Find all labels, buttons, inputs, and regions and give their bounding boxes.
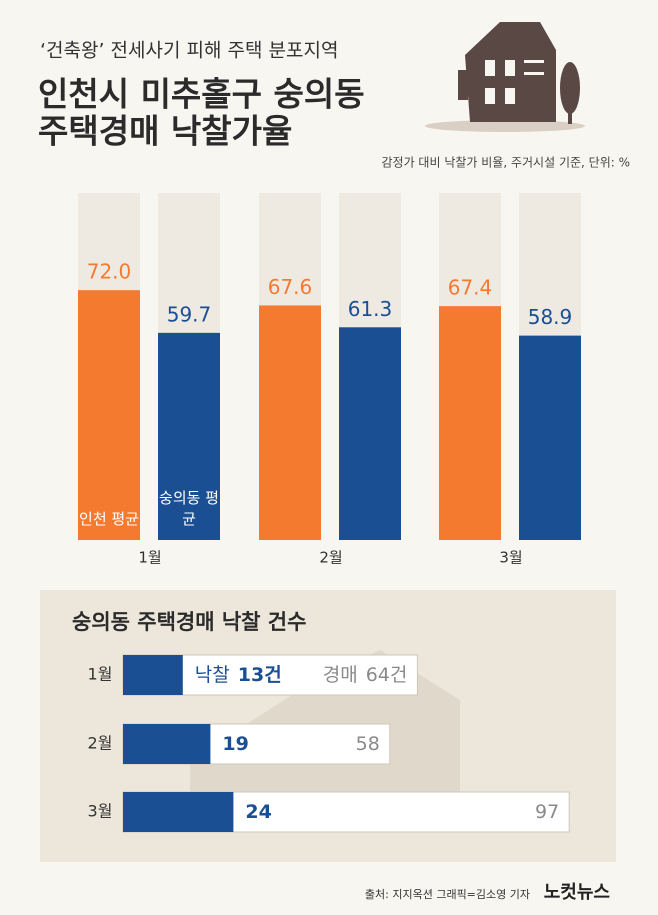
value-text: 58 bbox=[356, 733, 380, 755]
value-text: 97 bbox=[535, 801, 559, 823]
title-line: 인천시 미추홀구 숭의동 bbox=[38, 75, 365, 114]
y-tick-label: 3월 bbox=[88, 802, 113, 821]
bar bbox=[259, 305, 321, 540]
legend-text: 인천 평균 bbox=[79, 510, 139, 528]
legend-text: 숭의동 평균 bbox=[159, 489, 219, 528]
bar bbox=[78, 290, 140, 540]
bar bbox=[123, 655, 183, 695]
y-tick-label: 2월 bbox=[88, 734, 113, 753]
value-label: 24 bbox=[245, 801, 271, 823]
value-text: 13건 bbox=[238, 664, 282, 686]
chart-title: 숭의동 주택경매 낙찰 건수 bbox=[72, 610, 306, 634]
value-label: 58.9 bbox=[528, 305, 573, 329]
note: 감정가 대비 낙찰가 비율, 주거시설 기준, 단위: % bbox=[382, 156, 631, 170]
value-label: 97 bbox=[535, 801, 559, 823]
legend-label: 숭의동 평균 bbox=[159, 489, 219, 528]
bar bbox=[439, 306, 501, 540]
house-icon bbox=[425, 22, 585, 132]
x-tick-label: 3월 bbox=[499, 549, 522, 567]
source: 출처: 지지옥션 그래픽=김소영 기자 bbox=[365, 888, 530, 901]
title-line: 주택경매 낙찰가율 bbox=[38, 112, 292, 151]
value-label: 19 bbox=[222, 733, 248, 755]
value-label: 58 bbox=[356, 733, 380, 755]
value-label: 67.6 bbox=[268, 275, 313, 299]
bar bbox=[339, 327, 401, 540]
bar bbox=[158, 332, 220, 540]
supertitle: ‘건축왕’ 전세사기 피해 주택 분포지역 bbox=[40, 40, 338, 62]
value-text: 24 bbox=[245, 801, 271, 823]
value-label: 72.0 bbox=[87, 260, 132, 284]
bar bbox=[519, 335, 581, 540]
value-text: 64건 bbox=[366, 664, 408, 686]
value-label: 61.3 bbox=[348, 297, 393, 321]
x-tick-label: 1월 bbox=[138, 549, 161, 567]
series-name: 경매 bbox=[323, 664, 358, 686]
y-tick-label: 1월 bbox=[88, 665, 113, 684]
legend-label: 인천 평균 bbox=[79, 510, 139, 528]
logo: 노컷뉴스 bbox=[544, 882, 610, 903]
bar bbox=[123, 724, 211, 764]
x-tick-label: 2월 bbox=[319, 549, 342, 567]
value-text: 19 bbox=[222, 733, 248, 755]
value-label: 67.4 bbox=[448, 276, 493, 300]
value-label: 낙찰 13건 bbox=[195, 664, 282, 686]
bar bbox=[123, 792, 234, 832]
value-label: 경매 64건 bbox=[323, 664, 408, 686]
value-label: 59.7 bbox=[167, 302, 212, 326]
series-name: 낙찰 bbox=[195, 664, 230, 686]
